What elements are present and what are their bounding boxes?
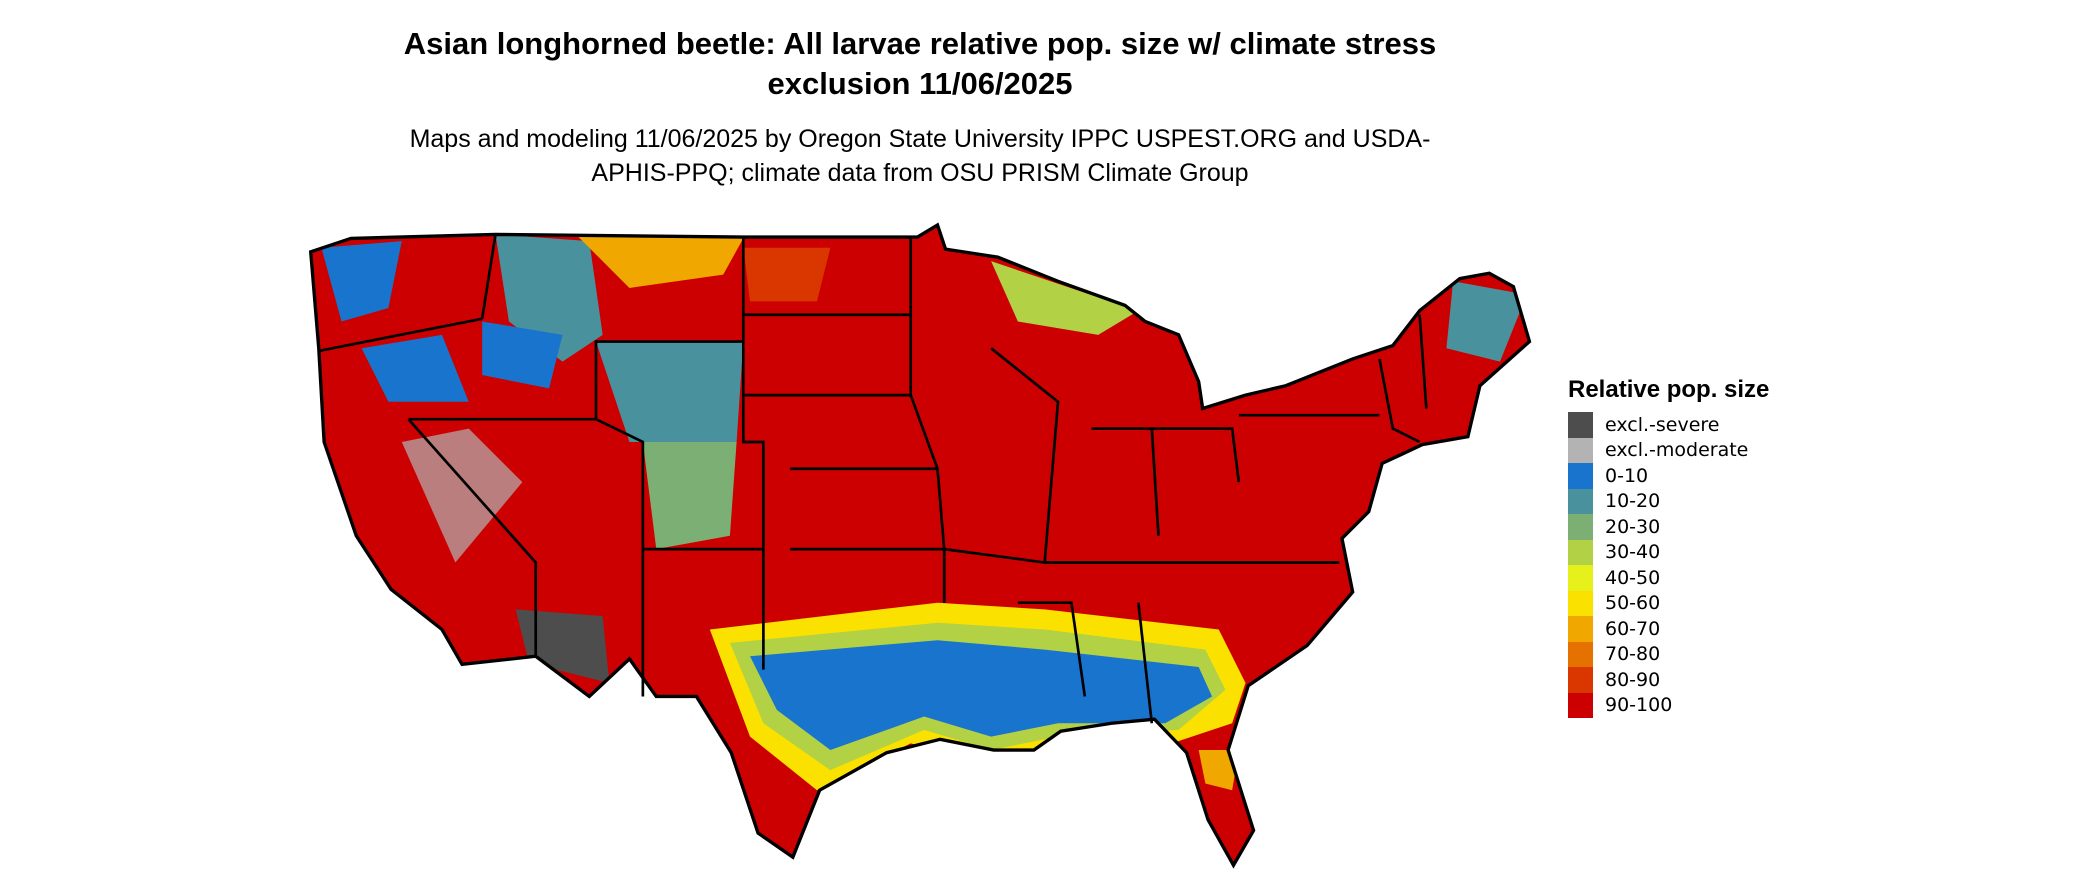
legend-swatch [1568, 616, 1593, 642]
legend-swatch [1568, 539, 1593, 565]
legend-label: excl.-moderate [1605, 439, 1749, 462]
legend-swatch [1568, 514, 1593, 540]
legend-item: 70-80 [1568, 641, 1769, 667]
legend: Relative pop. size excl.-severe excl.-mod… [1568, 376, 1769, 718]
legend-item: 40-50 [1568, 565, 1769, 591]
legend-item: 0-10 [1568, 463, 1769, 489]
legend-item: 10-20 [1568, 488, 1769, 514]
state-boundaries [309, 223, 1532, 867]
legend-item: 80-90 [1568, 667, 1769, 693]
legend-item: 20-30 [1568, 514, 1769, 540]
legend-swatch [1568, 641, 1593, 667]
map-title: Asian longhorned beetle: All larvae rela… [403, 26, 1437, 101]
legend-swatch [1568, 437, 1593, 463]
legend-label: 50-60 [1605, 592, 1661, 615]
legend-swatch [1568, 488, 1593, 514]
legend-label: 20-30 [1605, 515, 1661, 538]
legend-swatch [1568, 412, 1593, 438]
legend-swatch [1568, 667, 1593, 693]
legend-title: Relative pop. size [1568, 376, 1770, 403]
legend-label: 80-90 [1605, 668, 1661, 691]
legend-label: 10-20 [1605, 490, 1661, 513]
legend-label: 0-10 [1605, 464, 1649, 487]
legend-swatch [1568, 565, 1593, 591]
legend-label: 90-100 [1605, 694, 1673, 717]
legend-item: excl.-moderate [1568, 437, 1769, 463]
legend-item: excl.-severe [1568, 412, 1769, 438]
legend-label: 30-40 [1605, 541, 1661, 564]
legend-label: 40-50 [1605, 566, 1661, 589]
legend-item: 60-70 [1568, 616, 1769, 642]
legend-label: excl.-severe [1605, 413, 1720, 436]
legend-item: 30-40 [1568, 539, 1769, 565]
legend-label: 70-80 [1605, 643, 1661, 666]
legend-swatch [1568, 590, 1593, 616]
legend-swatch [1568, 463, 1593, 489]
legend-swatch [1568, 692, 1593, 718]
map-subtitle: Maps and modeling 11/06/2025 by Oregon S… [409, 125, 1431, 187]
legend-label: 60-70 [1605, 617, 1661, 640]
suitability-raster [310, 225, 1530, 866]
legend-item: 50-60 [1568, 590, 1769, 616]
legend-item: 90-100 [1568, 692, 1769, 718]
